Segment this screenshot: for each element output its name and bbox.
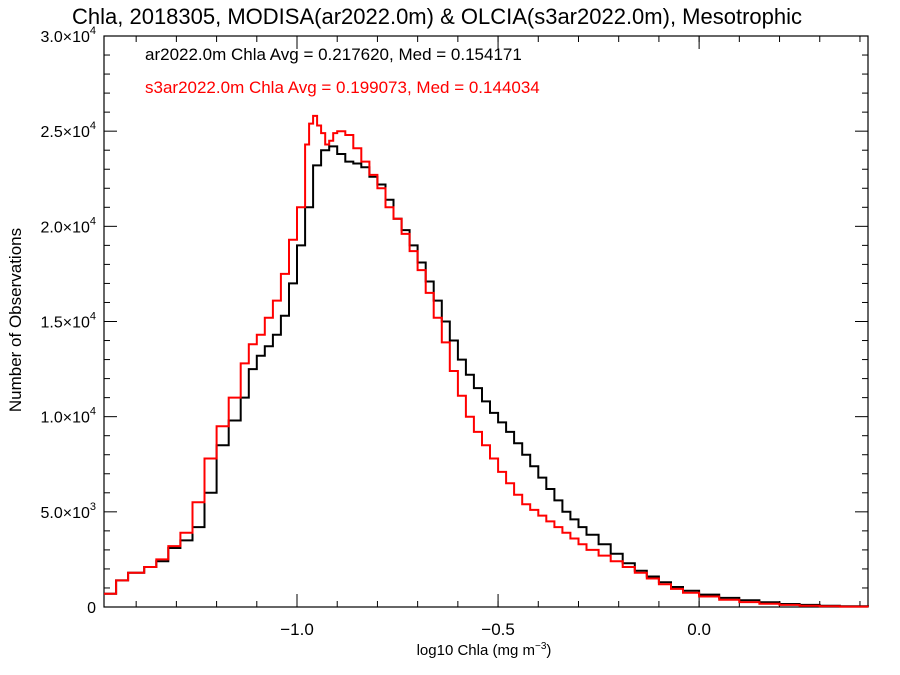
y-tick-label: 2.0×104	[40, 215, 96, 236]
y-tick-mantissa: 2.5×10	[40, 124, 89, 141]
y-tick-exponent: 3	[90, 501, 96, 513]
x-axis-label-sup: −3	[535, 641, 547, 652]
y-tick-mantissa: 1.0×10	[40, 410, 89, 427]
x-tick-label: −0.5	[481, 620, 515, 639]
x-axis-label-close: )	[546, 642, 551, 659]
y-tick-label: 5.0×103	[40, 501, 96, 522]
y-tick-exponent: 4	[90, 311, 96, 323]
y-tick-exponent: 4	[90, 406, 96, 418]
x-axis-label: log10 Chla (mg m−3)	[417, 641, 552, 659]
x-axis-label-main: log10 Chla (mg m	[417, 642, 535, 659]
y-tick-mantissa: 3.0×10	[40, 29, 89, 46]
plot-axes: −1.0 −0.5 0.005.0×1031.0×1041.5×1042.0×104…	[40, 25, 869, 639]
y-tick-label: 1.0×104	[40, 406, 96, 427]
series-layer	[104, 114, 869, 608]
series-line-1	[104, 114, 869, 608]
annotation-red: s3ar2022.0m Chla Avg = 0.199073, Med = 0…	[145, 78, 540, 97]
y-tick-mantissa: 5.0×10	[40, 505, 89, 522]
plot-frame	[103, 35, 869, 608]
series-line-0	[104, 145, 869, 608]
annotation-black: ar2022.0m Chla Avg = 0.217620, Med = 0.1…	[145, 45, 522, 64]
y-tick-exponent: 4	[90, 215, 96, 227]
x-tick-label: 0.0	[687, 620, 711, 639]
y-tick-mantissa: 0	[87, 600, 96, 617]
chart-title: Chla, 2018305, MODISA(ar2022.0m) & OLCIA…	[72, 4, 802, 29]
y-tick-exponent: 4	[90, 25, 96, 37]
y-tick-mantissa: 2.0×10	[40, 219, 89, 236]
y-axis-label: Number of Observations	[6, 228, 25, 412]
x-tick-label: −1.0	[280, 620, 314, 639]
y-tick-label: 3.0×104	[40, 25, 96, 46]
y-tick-label: 0	[87, 600, 96, 617]
y-tick-mantissa: 1.5×10	[40, 315, 89, 332]
y-tick-label: 1.5×104	[40, 311, 96, 332]
y-tick-label: 2.5×104	[40, 120, 96, 141]
y-tick-exponent: 4	[90, 120, 96, 132]
